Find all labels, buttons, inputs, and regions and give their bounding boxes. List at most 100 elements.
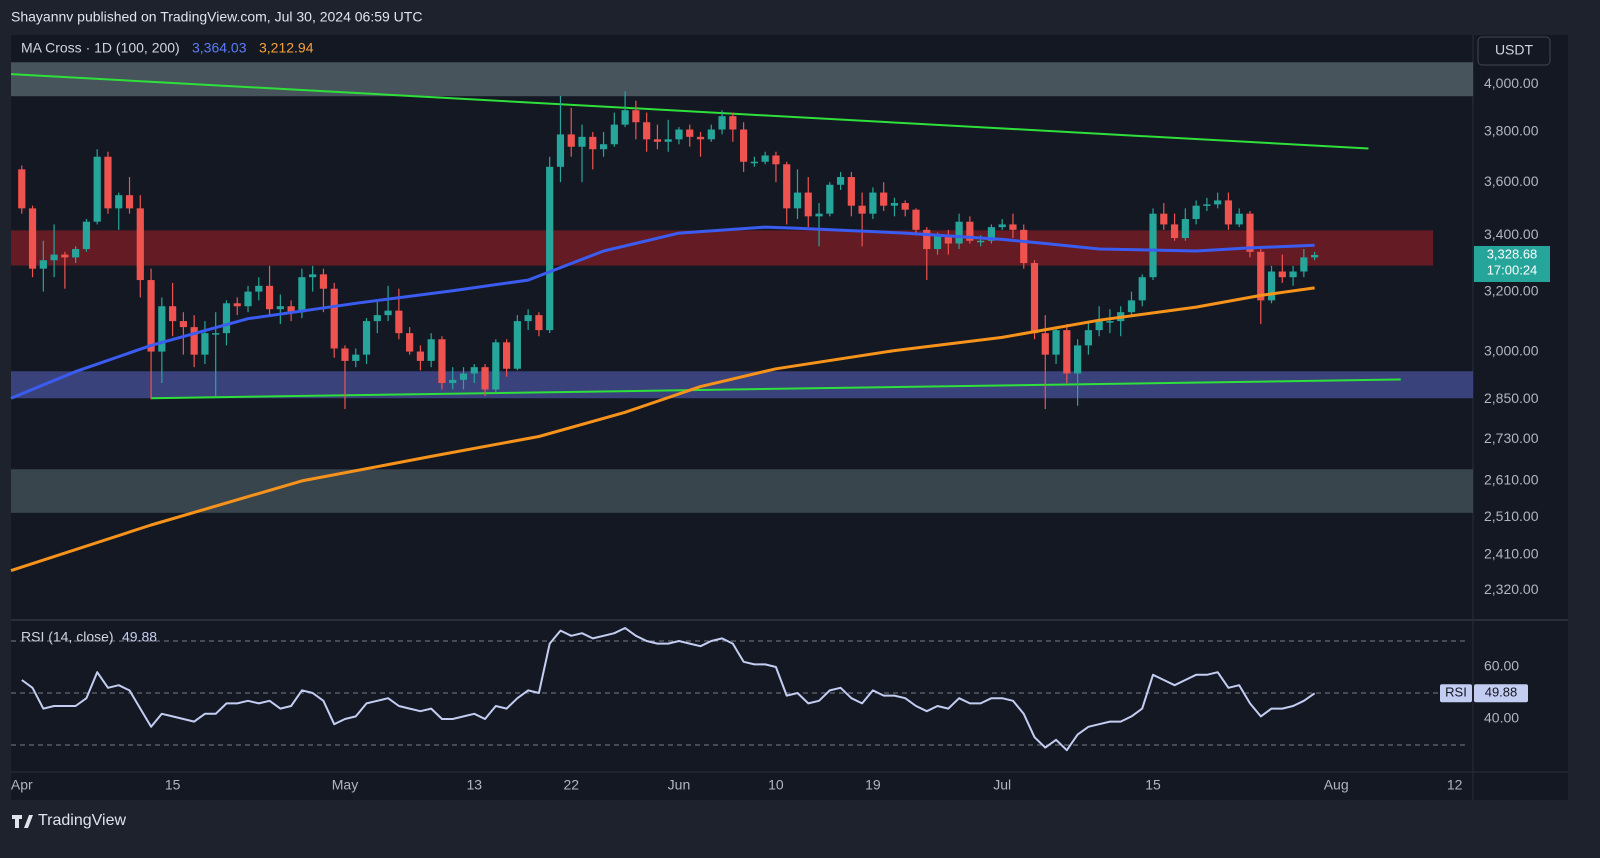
rsi-title: RSI (14, close) [21,629,114,645]
footer: TradingView [38,812,126,829]
moving-average [10,225,1315,400]
candle-body [718,116,726,130]
candle-body [1041,333,1049,355]
candle-body [28,208,37,269]
candle-body [955,221,963,244]
candle-body [815,213,823,217]
candle-body [212,333,220,335]
candle-body [901,203,909,210]
candle-body [319,274,328,289]
candle-body [276,306,284,310]
zone [11,469,1473,513]
candle-body [201,333,209,355]
candle-body [1052,330,1060,355]
candle-body [1095,321,1103,331]
candle-body [39,260,47,269]
x-tick-label: 19 [865,777,881,793]
candle-body [1289,271,1297,278]
rsi-badge-name: RSI [1445,685,1467,700]
y-tick-label: 2,410.00 [1484,546,1539,562]
candle-body [858,205,866,214]
candle-body [72,249,80,258]
candle-body [1009,224,1017,230]
candle-body [869,192,877,214]
candle-body [696,136,705,140]
candle-body [686,129,694,137]
candle-body [470,367,478,374]
candle-body [556,134,565,167]
moving-average [10,286,1315,573]
candle-body [1074,345,1082,374]
candle-body [1149,213,1157,278]
candle-body [330,288,338,349]
candle-body [502,342,511,369]
y-tick-label: 2,850.00 [1484,390,1539,406]
ma-legend-value: 3,364.03 [192,40,247,56]
candle-body [1267,271,1276,301]
candle-body [147,280,155,352]
price-badge [1474,245,1550,282]
y-tick-label: 3,800.00 [1484,123,1539,139]
x-tick-label: 10 [768,777,784,793]
candle-body [222,303,231,334]
candle-body [1311,254,1319,258]
x-tick-label: Jul [993,777,1011,793]
candle-body [1138,277,1146,301]
candle-body [621,110,629,125]
candle-body [1020,229,1028,264]
x-tick-label: 15 [1145,777,1161,793]
candle-body [793,192,802,209]
countdown: 17:00:24 [1487,262,1538,277]
candle-body [93,156,101,222]
x-tick-label: 15 [165,777,181,793]
candle-body [104,156,112,209]
plot: 4,000.00 3,800.00 3,600.00 3,400.00 3,200.00… [10,62,1550,793]
x-tick-label: 12 [1447,777,1463,793]
candle-body [546,166,554,331]
candle-body [459,373,468,380]
candle-body [406,333,414,352]
candle-body [298,277,306,313]
candle-body [352,354,360,361]
candle-body [1084,330,1092,346]
price-badge-label: 3,328.68 [1487,246,1538,261]
candle-body [1181,219,1189,239]
candle-body [524,315,532,322]
candle-body [179,321,187,328]
candle-body [610,124,618,145]
y-tick-label: 2,510.00 [1484,508,1539,524]
rsi-tick-label: 40.00 [1484,710,1519,726]
x-tick-label: Jun [668,777,691,793]
candle-body [169,306,177,322]
candle-body [233,303,241,307]
x-tick-label: Aug [1324,777,1349,793]
rsi-badge [1474,684,1528,703]
candle-body [481,367,489,390]
candle-body [309,274,317,278]
candle-body [136,208,144,281]
candle-body [158,306,166,352]
candle-body [115,195,123,209]
candle-body [1257,251,1265,301]
candle-body [578,136,586,147]
y-tick-label: 3,000.00 [1484,342,1539,358]
candle-body [643,122,651,140]
candle-body [1192,205,1200,220]
y-tick-label: 3,400.00 [1484,226,1539,242]
x-tick-label: May [332,777,358,793]
candle-body [653,139,662,142]
y-tick-label: 3,600.00 [1484,173,1539,189]
candle-body [783,164,791,209]
y-tick-label: 2,320.00 [1484,581,1539,597]
candle-body [416,351,425,361]
ma-legend-value: 3,212.94 [259,40,314,56]
candle-body [427,339,435,361]
candle-body [265,285,274,310]
y-tick-label: 2,730.00 [1484,430,1539,446]
candle-body [1203,204,1211,206]
candle-body [1214,200,1222,205]
candle-body [373,315,381,322]
currency: USDT [1495,42,1534,58]
candle-body [880,192,888,206]
